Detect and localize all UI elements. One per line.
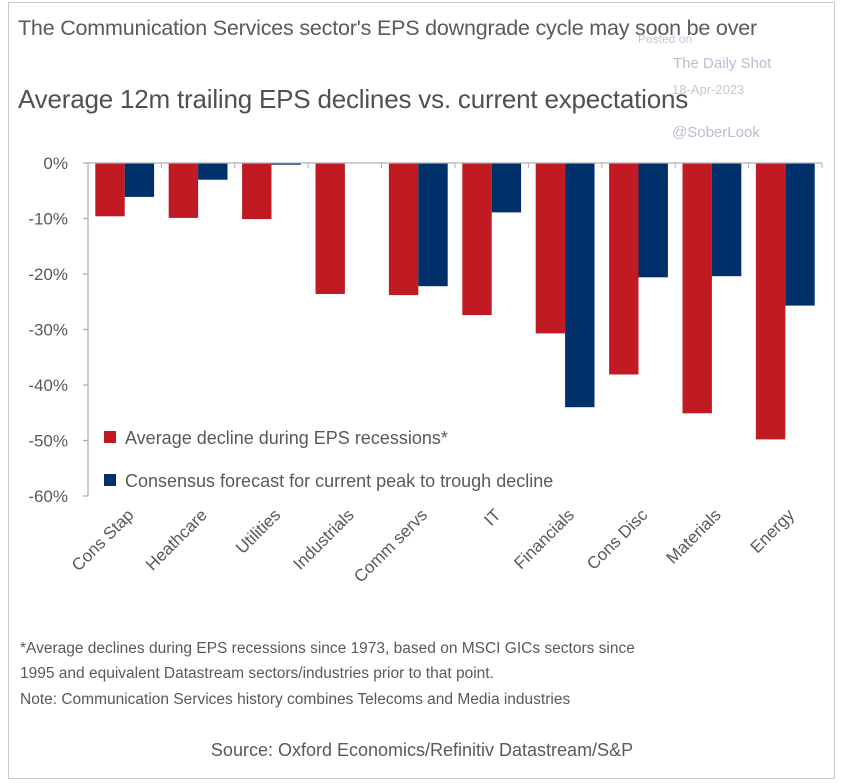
bar-consensus-forecast [124,163,155,197]
x-tick-labels: Cons Stap Heathcare Utilities IndustrialsCo… [68,505,799,586]
x-tick-label: Financials [510,505,578,573]
source-text: Source: Oxford Economics/Refinitiv Datas… [210,740,634,760]
headline-title: The Communication Services sector's EPS … [18,16,757,40]
x-tick-label: Heathcare [142,505,211,574]
watermark-date: 18-Apr-2023 [672,82,745,97]
bar-average-decline [388,163,419,296]
bar-average-decline [315,163,345,294]
legend-item-average-decline: Average decline during EPS recessions* [104,428,448,449]
legend-item-consensus-forecast: Consensus forecast for current peak to t… [104,471,553,492]
bars-group [95,163,815,440]
bar-consensus-forecast [198,163,228,180]
x-tick-label: Utilities [232,505,284,557]
bar-average-decline [95,163,125,217]
bar-consensus-forecast [711,163,742,277]
y-tick-label: -50% [28,432,68,451]
y-tick-label: 0% [43,154,68,173]
x-tick-label: Comm servs [350,505,431,586]
y-tick-label: -40% [28,376,68,395]
bar-consensus-forecast [638,163,668,278]
y-tick-labels: 0% -10% -20% -30% -40% -50% -60% [28,154,68,506]
y-tick-label: -30% [28,321,68,340]
y-tick-label: -60% [28,487,68,506]
bar-consensus-forecast [565,163,595,408]
x-tick-label: Cons Stap [68,505,138,575]
x-tick-label: Industrials [290,505,358,573]
x-tick-label: Materials [663,505,725,567]
legend-label: Consensus forecast for current peak to t… [125,471,554,491]
watermark-handle: @SoberLook [672,124,760,141]
watermark-posted: Posted on [638,32,693,46]
bar-average-decline [242,163,272,220]
legend-swatch-blue [104,474,116,486]
y-tick-label: -10% [28,210,68,229]
x-tick-label: IT [480,505,504,529]
footnote-note: Note: Communication Services history com… [20,691,571,708]
bar-average-decline [609,163,639,375]
footnote-line-2: 1995 and equivalent Datastream sectors/i… [20,665,494,682]
bar-average-decline [168,163,199,218]
x-tick-label: Energy [747,505,799,557]
footnote-line-1: *Average declines during EPS recessions … [20,640,635,657]
bar-consensus-forecast [271,163,301,165]
bar-average-decline [462,163,492,316]
legend-swatch-red [104,431,116,443]
axes-group [83,162,823,497]
x-tick-label: Cons Disc [583,505,652,574]
legend-label: Average decline during EPS recessions* [125,428,448,448]
bar-consensus-forecast [418,163,448,287]
bar-consensus-forecast [785,163,815,306]
bar-average-decline [682,163,712,414]
bar-consensus-forecast [491,163,522,213]
chart-title: Average 12m trailing EPS declines vs. cu… [18,84,689,114]
chart-frame [8,2,835,779]
bar-average-decline [755,163,786,440]
watermark-publisher: The Daily Shot [673,55,772,72]
y-tick-label: -20% [28,265,68,284]
bar-average-decline [535,163,566,334]
